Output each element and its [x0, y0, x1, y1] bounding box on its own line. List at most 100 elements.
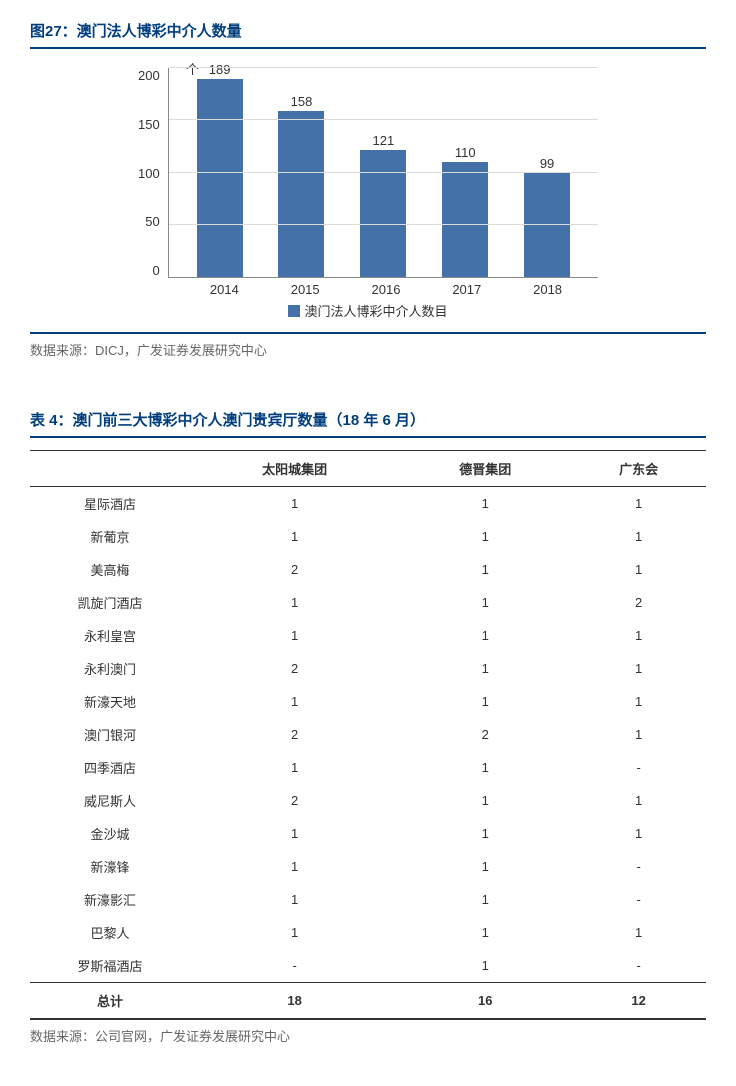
bar-group: 110	[435, 145, 495, 278]
table-cell: 1	[190, 850, 399, 883]
table-total-cell: 16	[399, 983, 571, 1019]
bar-value-label: 121	[372, 133, 394, 148]
bar	[442, 162, 488, 278]
table-row: 新濠天地111	[30, 685, 706, 718]
table-cell: 金沙城	[30, 817, 190, 850]
bar	[278, 111, 324, 277]
table-cell: 2	[571, 586, 706, 619]
table-cell: 1	[571, 652, 706, 685]
table-header-cell: 太阳城集团	[190, 451, 399, 487]
table-cell: 1	[399, 784, 571, 817]
bars-container: 18915812111099	[169, 68, 598, 277]
bar-group: 189	[190, 62, 250, 277]
bar	[197, 79, 243, 277]
table-cell: 1	[190, 520, 399, 553]
bar-group: 121	[353, 133, 413, 277]
table-cell: 新濠天地	[30, 685, 190, 718]
plot-area: 18915812111099	[168, 68, 598, 278]
table-cell: 四季酒店	[30, 751, 190, 784]
table-body: 星际酒店111新葡京111美高梅211凯旋门酒店112永利皇宫111永利澳门21…	[30, 487, 706, 1019]
table-header-row: 太阳城集团德晋集团广东会	[30, 451, 706, 487]
figure-block: 图27：澳门法人博彩中介人数量 个 200150100500 189158121…	[30, 20, 706, 359]
table-cell: 1	[190, 487, 399, 521]
table-cell: 1	[399, 685, 571, 718]
bar-value-label: 158	[291, 94, 313, 109]
table-cell: 1	[399, 553, 571, 586]
gridline	[169, 119, 598, 120]
y-tick-label: 100	[138, 166, 160, 181]
table-cell: 1	[190, 751, 399, 784]
table-cell: 凯旋门酒店	[30, 586, 190, 619]
table-cell: 新濠影汇	[30, 883, 190, 916]
table-row: 罗斯福酒店-1-	[30, 949, 706, 983]
table-row: 永利皇宫111	[30, 619, 706, 652]
bar-group: 158	[271, 94, 331, 277]
y-tick-label: 200	[138, 68, 160, 83]
y-tick-label: 50	[145, 214, 159, 229]
table-row: 澳门银河221	[30, 718, 706, 751]
table-cell: 星际酒店	[30, 487, 190, 521]
x-tick-label: 2018	[518, 282, 578, 297]
table-row: 威尼斯人211	[30, 784, 706, 817]
table-cell: -	[571, 751, 706, 784]
table-cell: 澳门银河	[30, 718, 190, 751]
table-cell: -	[190, 949, 399, 983]
table-cell: 1	[190, 619, 399, 652]
table-row: 四季酒店11-	[30, 751, 706, 784]
bar	[524, 173, 570, 277]
table-row: 巴黎人111	[30, 916, 706, 949]
table-cell: 2	[190, 553, 399, 586]
table-total-cell: 总计	[30, 983, 190, 1019]
legend-swatch	[288, 305, 300, 317]
table-cell: 1	[190, 685, 399, 718]
table-cell: 1	[190, 883, 399, 916]
figure-source: 数据来源：DICJ，广发证券发展研究中心	[30, 332, 706, 359]
table-cell: 1	[571, 520, 706, 553]
table-block: 表 4：澳门前三大博彩中介人澳门贵宾厅数量（18 年 6 月） 太阳城集团德晋集…	[30, 409, 706, 1045]
table-cell: 1	[571, 619, 706, 652]
table-cell: 1	[571, 784, 706, 817]
table-cell: 威尼斯人	[30, 784, 190, 817]
x-tick-label: 2014	[194, 282, 254, 297]
table-cell: 1	[571, 916, 706, 949]
table-cell: 永利澳门	[30, 652, 190, 685]
bar-value-label: 189	[209, 62, 231, 77]
table-row: 金沙城111	[30, 817, 706, 850]
table-cell: 1	[399, 949, 571, 983]
table-cell: 1	[399, 487, 571, 521]
table-cell: 2	[190, 718, 399, 751]
x-tick-label: 2015	[275, 282, 335, 297]
y-axis-labels: 200150100500	[138, 68, 168, 278]
gridline	[169, 224, 598, 225]
table-cell: -	[571, 850, 706, 883]
gridline	[169, 67, 598, 68]
table-row: 新濠锋11-	[30, 850, 706, 883]
chart-legend: 澳门法人博彩中介人数目	[138, 301, 598, 320]
table-cell: 1	[571, 718, 706, 751]
table-row: 新葡京111	[30, 520, 706, 553]
table-header-cell: 广东会	[571, 451, 706, 487]
table-cell: 1	[190, 586, 399, 619]
table-cell: 新葡京	[30, 520, 190, 553]
table-cell: 1	[399, 586, 571, 619]
x-axis-labels: 20142015201620172018	[138, 278, 598, 297]
bar-group: 99	[517, 156, 577, 277]
table-cell: 1	[399, 916, 571, 949]
table-cell: 1	[399, 850, 571, 883]
table-cell: 1	[399, 652, 571, 685]
table-cell: 1	[190, 916, 399, 949]
table-cell: 2	[190, 652, 399, 685]
x-tick-label: 2017	[437, 282, 497, 297]
table-cell: 2	[399, 718, 571, 751]
table-row: 星际酒店111	[30, 487, 706, 521]
table-source: 数据来源：公司官网，广发证券发展研究中心	[30, 1019, 706, 1045]
y-tick-label: 0	[152, 263, 159, 278]
table-title: 表 4：澳门前三大博彩中介人澳门贵宾厅数量（18 年 6 月）	[30, 409, 706, 438]
table-cell: 巴黎人	[30, 916, 190, 949]
table-cell: 1	[399, 751, 571, 784]
bar-chart: 个 200150100500 18915812111099 2014201520…	[138, 61, 598, 320]
figure-title: 图27：澳门法人博彩中介人数量	[30, 20, 706, 49]
table-cell: 1	[571, 553, 706, 586]
table-total-row: 总计181612	[30, 983, 706, 1019]
table-total-cell: 12	[571, 983, 706, 1019]
